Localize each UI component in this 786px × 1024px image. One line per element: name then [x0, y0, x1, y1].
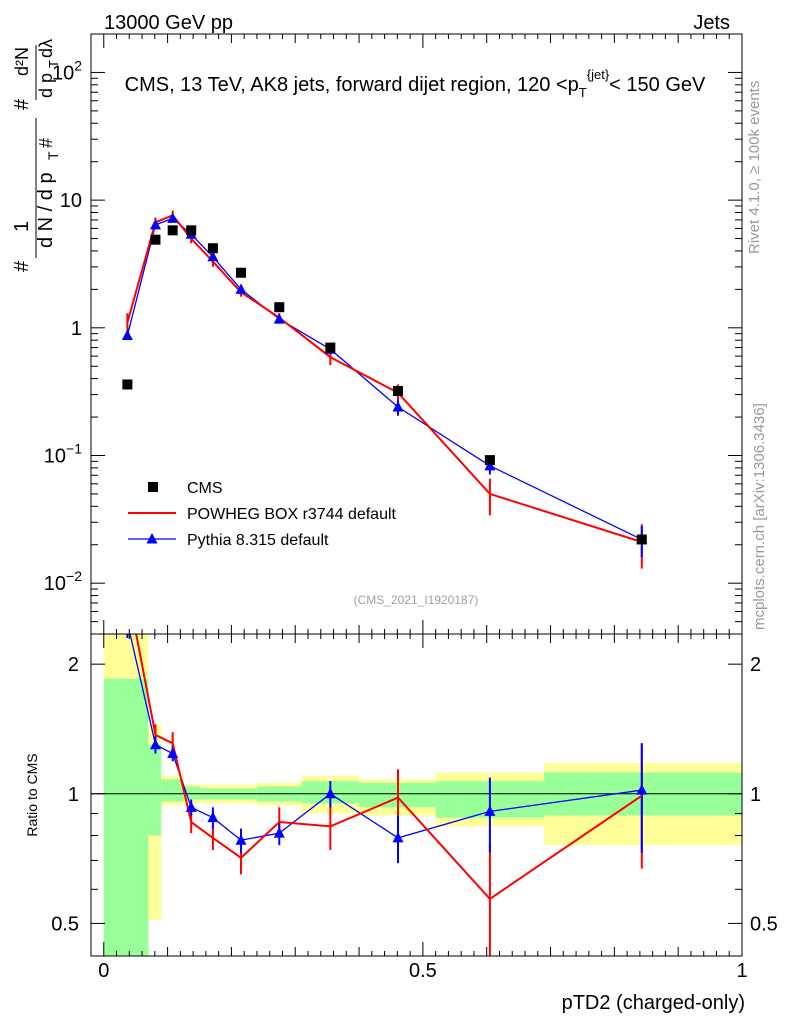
main-ylabel-den-sub: T — [45, 151, 61, 160]
main-ylabel-den-hash: # — [36, 138, 56, 148]
main-ylabel-hash2: # — [11, 98, 33, 110]
ratio-pythia-marker — [167, 747, 179, 759]
ratio-pythia-marker — [122, 616, 133, 627]
pythia-marker — [149, 218, 161, 230]
ratio-pythia-marker — [235, 834, 247, 845]
analysis-id: (CMS_2021_I1920187) — [354, 593, 479, 607]
ratio-panel: 0.5 0.5 1 1 2 2 0 0.5 1 Ratio to CMS pTD2 (charg… — [24, 616, 778, 1014]
legend-label: POWHEG BOX r3744 default — [187, 506, 397, 523]
ratio-y-tick-label-right: 1 — [750, 784, 761, 806]
ratio-y-tick-label: 2 — [68, 654, 79, 676]
main-ylabel-num-den-sub: T — [46, 60, 61, 68]
series-line — [135, 634, 643, 901]
ratio-pythia-marker — [484, 805, 496, 816]
uncertainty-band-inner — [161, 779, 184, 802]
header-left: 13000 GeV pp — [104, 12, 233, 34]
main-y-tick-label: 10 — [60, 190, 82, 212]
mcplots-label: mcplots.cern.ch [arXiv:1306.3436] — [751, 403, 768, 630]
main-ylabel-num-den: d p — [36, 73, 56, 98]
ratio-y-tick-label-right: 2 — [750, 654, 761, 676]
main-ylabel-num-den-lambda: dλ — [36, 39, 56, 58]
uncertainty-band-inner — [148, 744, 162, 836]
main-y-tick-label: 10−1 — [44, 441, 82, 468]
main-ylabel-one: 1 — [11, 221, 33, 232]
ratio-y-tick-label-right: 0.5 — [750, 913, 778, 935]
pythia-marker — [121, 329, 133, 341]
legend-cms-marker — [148, 482, 158, 492]
ratio-y-tick-label: 0.5 — [51, 913, 79, 935]
cms-marker — [167, 225, 178, 236]
pythia-marker — [392, 400, 404, 412]
cms-marker — [274, 302, 285, 313]
ratio-series — [122, 616, 648, 956]
ratio-ylabel: Ratio to CMS — [24, 753, 40, 836]
ratio-pythia-marker — [273, 827, 285, 838]
cms-marker — [636, 534, 647, 545]
ratio-pythia-marker — [392, 831, 404, 843]
legend-pythia-marker — [146, 533, 158, 544]
main-panel: 10−2 10−1 1 10 102 CMS, 13 TeV, AK8 jets, fo… — [44, 33, 743, 635]
ratio-y-tick-label: 1 — [68, 784, 79, 806]
legend: CMS POWHEG BOX r3744 default Pythia 8.315 … — [128, 480, 397, 549]
ratio-pythia-marker — [149, 738, 161, 750]
ratio-pythia-marker — [207, 811, 219, 823]
pythia-marker — [167, 212, 179, 223]
header-right: Jets — [693, 12, 730, 34]
cms-marker — [325, 342, 336, 353]
cms-marker — [392, 385, 403, 396]
pythia-marker — [235, 283, 247, 294]
legend-label: CMS — [187, 480, 223, 497]
main-y-tick-label: 10−2 — [44, 568, 82, 595]
main-y-tick-label: 1 — [71, 318, 82, 340]
main-title: CMS, 13 TeV, AK8 jets, forward dijet reg… — [125, 67, 706, 100]
rivet-label: Rivet 4.1.0, ≥ 100k events — [746, 81, 763, 254]
x-tick-label: 0.5 — [409, 960, 437, 982]
ratio-pythia-marker — [185, 801, 197, 812]
main-y-tick-label: 102 — [52, 57, 82, 84]
pythia-marker — [207, 250, 219, 262]
cms-marker — [484, 455, 495, 466]
cms-marker — [186, 225, 197, 236]
x-tick-label: 0 — [98, 960, 109, 982]
main-ylabel-hash: # — [11, 260, 33, 272]
x-tick-label: 1 — [736, 960, 747, 982]
ratio-pythia-marker — [636, 784, 648, 795]
uncertainty-band-inner — [103, 678, 149, 956]
cms-marker — [207, 243, 218, 254]
cms-marker — [150, 234, 161, 245]
main-ylabel-den: d N / d p — [35, 172, 57, 248]
main-ylabel-num: d²N — [12, 47, 32, 76]
cms-marker — [122, 379, 133, 390]
x-axis-label: pTD2 (charged-only) — [562, 992, 745, 1014]
cms-marker — [235, 267, 246, 278]
main-ylabel: # 1 d N / d p T # # d²N d p T dλ — [11, 39, 61, 272]
pythia-marker — [273, 313, 285, 324]
ratio-frame — [90, 633, 743, 957]
ratio-pythia-marker — [324, 787, 336, 799]
legend-label: Pythia 8.315 default — [187, 532, 329, 549]
